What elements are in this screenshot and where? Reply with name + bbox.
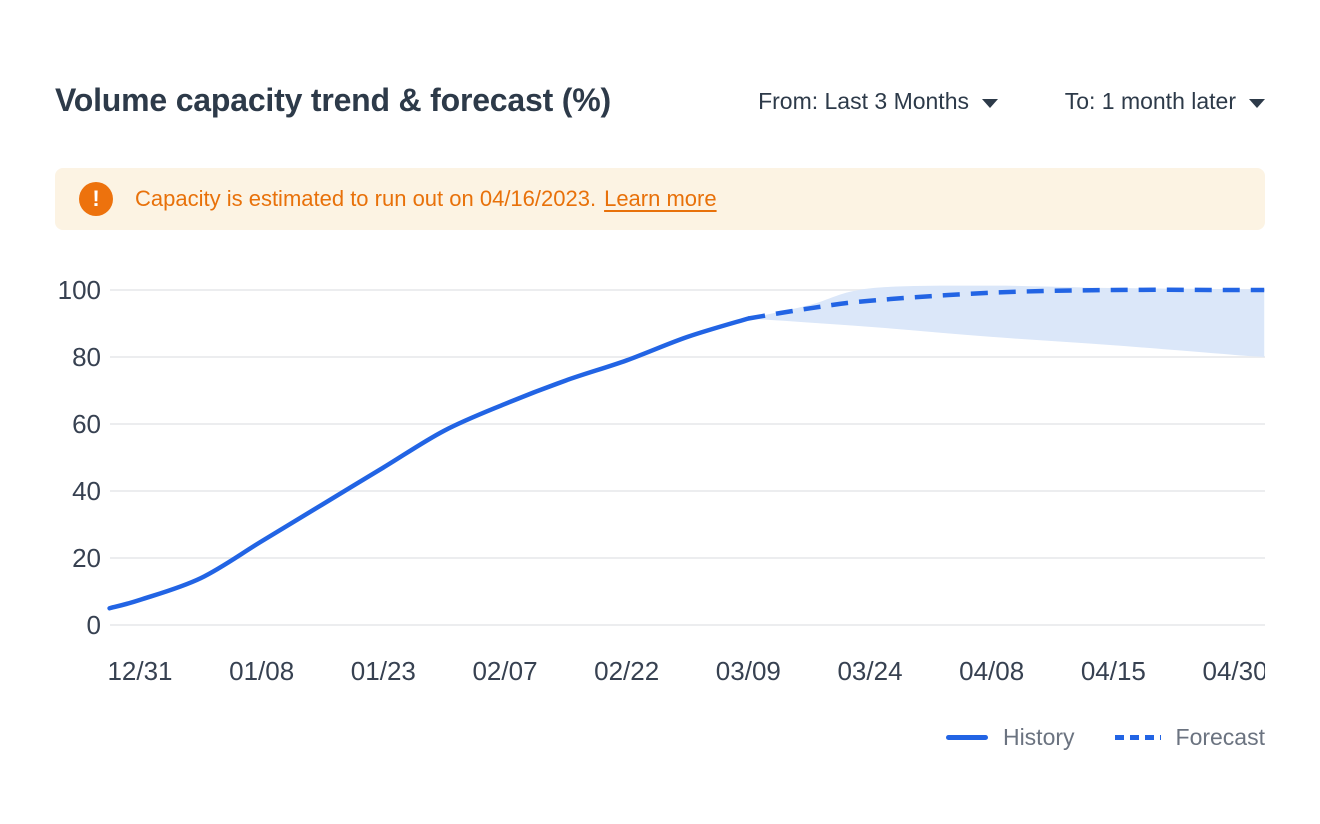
- x-tick-label: 04/08: [959, 656, 1024, 686]
- legend-item-history: History: [945, 723, 1075, 751]
- from-range-label: From: Last 3 Months: [758, 88, 969, 114]
- chart-legend: History Forecast: [0, 722, 1265, 752]
- y-tick-label: 100: [58, 275, 101, 305]
- chevron-down-icon: [1249, 98, 1265, 108]
- exclamation-glyph: !: [92, 186, 100, 211]
- history-line: [107, 316, 751, 611]
- x-tick-label: 02/22: [594, 656, 659, 686]
- x-tick-label: 03/24: [837, 656, 902, 686]
- x-tick-label: 02/07: [472, 656, 537, 686]
- legend-item-forecast: Forecast: [1114, 723, 1265, 751]
- forecast-line: [747, 287, 1265, 321]
- forecast-line-swatch-icon: [1114, 734, 1161, 740]
- to-range-label: To: 1 month later: [1064, 88, 1236, 114]
- y-tick-label: 60: [72, 409, 101, 439]
- confidence-band: [748, 285, 1265, 357]
- y-tick-label: 40: [72, 476, 101, 506]
- exclamation-circle-icon: !: [79, 182, 113, 216]
- chevron-down-icon: [982, 98, 998, 108]
- x-tick-label: 12/31: [107, 656, 172, 686]
- x-tick-label: 01/23: [351, 656, 416, 686]
- x-tick-label: 04/30: [1202, 656, 1265, 686]
- x-tick-label: 01/08: [229, 656, 294, 686]
- x-tick-label: 04/15: [1081, 656, 1146, 686]
- warning-message: Capacity is estimated to run out on 04/1…: [135, 186, 597, 211]
- y-tick-label: 0: [87, 610, 101, 640]
- to-range-dropdown[interactable]: To: 1 month later: [1065, 88, 1265, 115]
- legend-label-forecast: Forecast: [1175, 723, 1265, 750]
- y-tick-label: 80: [72, 342, 101, 372]
- learn-more-link[interactable]: Learn more: [604, 186, 717, 211]
- x-tick-label: 03/09: [716, 656, 781, 686]
- capacity-chart: 0 20 40 60 80 100 12/31 01/08 01/23 02/07 02/22 03/…: [55, 270, 1265, 690]
- warning-message-wrap: Capacity is estimated to run out on 04/1…: [135, 186, 717, 212]
- y-tick-label: 20: [72, 543, 101, 573]
- capacity-warning-banner: ! Capacity is estimated to run out on 04…: [55, 168, 1265, 230]
- history-line-swatch-icon: [945, 734, 988, 740]
- from-range-dropdown[interactable]: From: Last 3 Months: [758, 88, 998, 115]
- legend-label-history: History: [1002, 723, 1075, 750]
- page-title: Volume capacity trend & forecast (%): [55, 82, 611, 118]
